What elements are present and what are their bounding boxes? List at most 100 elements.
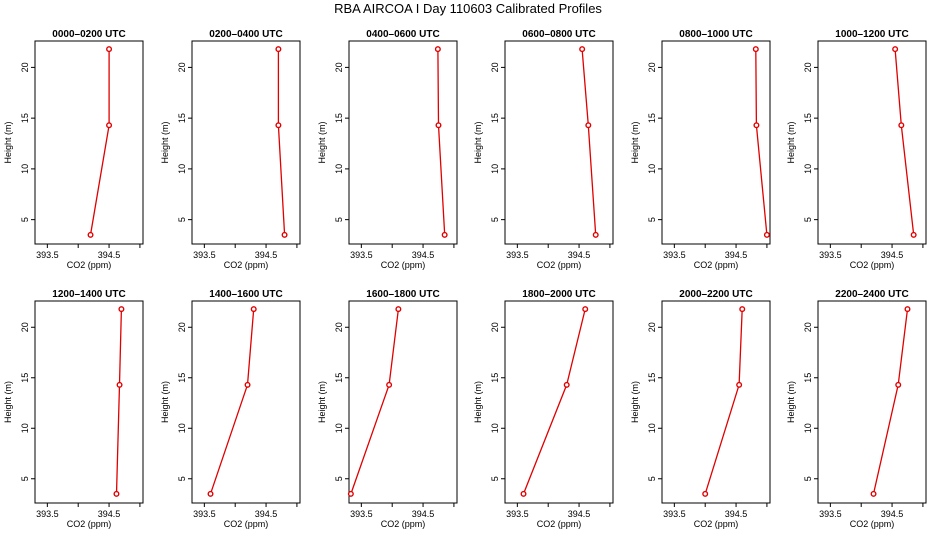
data-point: [250, 306, 257, 313]
data-point: [898, 122, 905, 129]
y-axis-label: Height (m): [3, 381, 13, 423]
y-tick-label: 5: [803, 476, 813, 481]
y-tick-label: 20: [20, 322, 30, 332]
profile-line: [704, 309, 743, 495]
data-point: [520, 490, 527, 497]
panel-title: 1600–1800 UTC: [366, 289, 439, 300]
panel-4: 393.5 394.5 5 10 15 20 0600–0800 UTC CO2 (ppm) H…: [473, 29, 614, 270]
y-tick-label: 20: [803, 62, 813, 72]
y-tick-label: 5: [177, 476, 187, 481]
x-tick-label: 393.5: [193, 250, 216, 260]
y-tick-label: 20: [177, 322, 187, 332]
y-tick-label: 5: [803, 217, 813, 222]
x-tick-label: 394.5: [255, 509, 278, 519]
x-tick-label: 394.5: [881, 509, 904, 519]
panel-title: 0400–0600 UTC: [366, 29, 439, 40]
x-axis-label: CO2 (ppm): [850, 260, 895, 270]
profile-line: [350, 309, 400, 495]
y-axis-label: Height (m): [786, 121, 796, 163]
panel-7: 393.5 394.5 5 10 15 20 1200–1400 UTC CO2 (ppm) H…: [3, 289, 144, 529]
y-tick-label: 5: [647, 476, 657, 481]
plot-frame: [34, 40, 144, 245]
panel-6: 393.5 394.5 5 10 15 20 1000–1200 UTC CO2 (ppm) H…: [786, 29, 927, 270]
profile-line: [581, 49, 597, 235]
data-point: [579, 46, 586, 53]
y-tick-label: 15: [20, 373, 30, 383]
x-tick-label: 393.5: [193, 509, 216, 519]
y-tick-label: 20: [647, 62, 657, 72]
x-axis-label: CO2 (ppm): [67, 260, 112, 270]
y-tick-label: 10: [647, 164, 657, 174]
y-tick-label: 15: [490, 373, 500, 383]
plot-frame: [34, 300, 144, 504]
y-axis-label: Height (m): [160, 121, 170, 163]
y-tick-label: 5: [177, 217, 187, 222]
plot-frame: [504, 40, 614, 245]
x-axis-label: CO2 (ppm): [850, 519, 895, 529]
y-tick-label: 20: [647, 322, 657, 332]
x-tick-label: 394.5: [98, 250, 121, 260]
y-tick-label: 10: [647, 423, 657, 433]
data-point: [116, 381, 123, 388]
y-tick-label: 10: [334, 423, 344, 433]
y-tick-label: 15: [647, 113, 657, 123]
data-point: [563, 381, 570, 388]
y-tick-label: 20: [20, 62, 30, 72]
y-tick-label: 10: [20, 423, 30, 433]
y-axis-label: Height (m): [630, 121, 640, 163]
x-axis-label: CO2 (ppm): [694, 519, 739, 529]
plot-frame: [817, 40, 927, 245]
x-axis-label: CO2 (ppm): [381, 519, 426, 529]
y-tick-label: 5: [334, 476, 344, 481]
panel-title: 0000–0200 UTC: [52, 29, 125, 40]
y-axis-label: Height (m): [160, 381, 170, 423]
panel-9: 393.5 394.5 5 10 15 20 1600–1800 UTC CO2 (ppm) H…: [317, 289, 458, 529]
y-tick-label: 20: [334, 62, 344, 72]
y-tick-label: 5: [647, 217, 657, 222]
y-tick-label: 10: [20, 164, 30, 174]
y-tick-label: 20: [177, 62, 187, 72]
x-tick-label: 394.5: [568, 250, 591, 260]
x-tick-label: 393.5: [819, 509, 842, 519]
y-tick-label: 15: [647, 373, 657, 383]
data-point: [441, 231, 448, 238]
data-point: [106, 46, 113, 53]
panel-title: 1800–2000 UTC: [522, 289, 595, 300]
plot-frame: [191, 40, 301, 245]
profile-line: [872, 309, 909, 495]
data-point: [910, 231, 917, 238]
x-tick-label: 394.5: [255, 250, 278, 260]
data-point: [582, 306, 589, 313]
plot-frame: [191, 300, 301, 504]
data-point: [592, 231, 599, 238]
profile-line: [755, 49, 768, 235]
x-tick-label: 393.5: [350, 509, 373, 519]
x-axis-label: CO2 (ppm): [67, 519, 112, 529]
y-tick-label: 10: [334, 164, 344, 174]
x-axis-label: CO2 (ppm): [224, 519, 269, 529]
x-tick-label: 394.5: [881, 250, 904, 260]
profile-line: [437, 49, 446, 235]
y-tick-label: 20: [803, 322, 813, 332]
panel-10: 393.5 394.5 5 10 15 20 1800–2000 UTC CO2 (ppm) H…: [473, 289, 614, 529]
data-point: [275, 46, 282, 53]
y-tick-label: 20: [490, 322, 500, 332]
data-point: [244, 381, 251, 388]
x-tick-label: 393.5: [663, 250, 686, 260]
data-point: [106, 122, 113, 129]
profile-line: [522, 308, 586, 495]
profile-line: [89, 49, 110, 236]
data-point: [702, 490, 709, 497]
data-point: [736, 381, 743, 388]
y-tick-label: 5: [20, 476, 30, 481]
y-tick-label: 15: [20, 113, 30, 123]
data-point: [739, 306, 746, 313]
y-tick-label: 15: [803, 373, 813, 383]
panel-8: 393.5 394.5 5 10 15 20 1400–1600 UTC CO2 (ppm) H…: [160, 289, 301, 529]
data-point: [752, 46, 759, 53]
x-tick-label: 393.5: [663, 509, 686, 519]
plot-frame: [504, 300, 614, 504]
x-tick-label: 394.5: [412, 250, 435, 260]
y-tick-label: 15: [803, 113, 813, 123]
